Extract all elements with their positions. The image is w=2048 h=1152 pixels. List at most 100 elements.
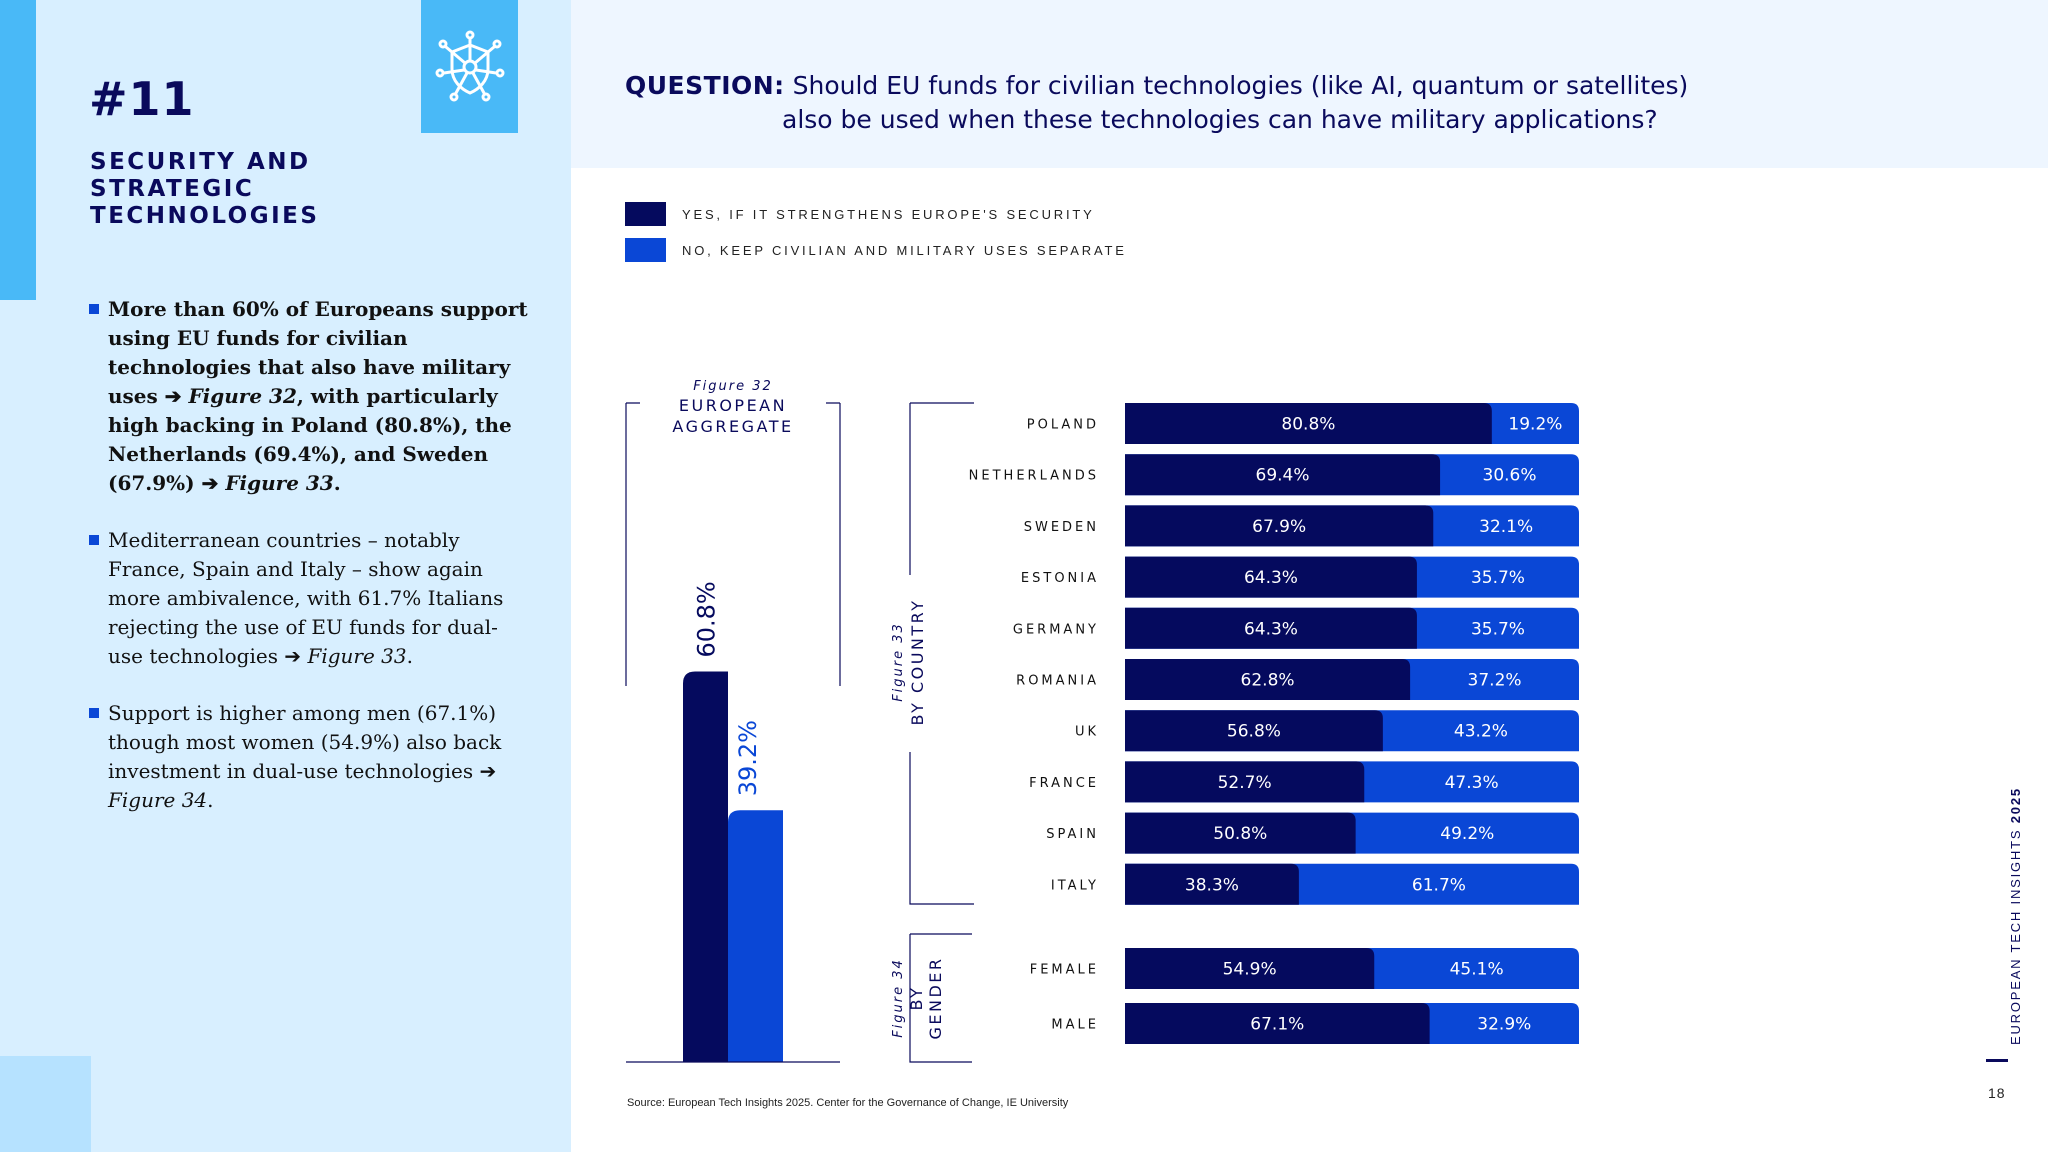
accent-strip [0,0,36,300]
section-icon-tile [421,0,518,133]
category-label: POLAND [1027,418,1099,433]
category-label: SPAIN [1046,827,1099,842]
country-bar-yes [1125,505,1434,547]
country-bar-yes [1125,403,1492,444]
category-label: FEMALE [1030,963,1099,978]
category-label: ITALY [1051,878,1099,893]
publication-footer: EUROPEAN TECH INSIGHTS 2025 [2008,787,2023,1045]
question-banner [571,0,2048,168]
figure-title: AGGREGATE [672,417,793,436]
gender-bar-yes [1125,1003,1430,1044]
publication-year: 2025 [2008,787,2023,824]
data-label-no: 30.6% [1483,466,1537,486]
data-label-no: 39.2% [734,720,762,796]
data-label-no: 32.1% [1479,517,1533,537]
data-label-no: 45.1% [1450,960,1504,980]
figure-label: Figure 32 [693,379,773,394]
data-label-yes: 60.8% [693,581,721,657]
figure-bracket [625,402,841,686]
figure-title: BY COUNTRY [908,598,927,725]
footer-divider [1986,1059,2008,1062]
bullet-text: Support is higher among men (67.1%) thou… [108,701,502,812]
section-title: SECURITY AND STRATEGIC TECHNOLOGIES [90,149,320,229]
category-label: ROMANIA [1016,674,1099,689]
data-label-no: 49.2% [1440,824,1494,844]
legend-item-yes: YES, IF IT STRENGTHENS EUROPE'S SECURITY [625,202,1095,226]
legend-item-no: NO, KEEP CIVILIAN AND MILITARY USES SEPA… [625,238,1127,262]
question-line-1: Should EU funds for civilian technologie… [792,71,1689,100]
data-label-yes: 67.1% [1250,1015,1304,1035]
survey-question: QUESTION: Should EU funds for civilian t… [625,69,1775,137]
data-label-yes: 67.9% [1252,517,1306,537]
data-label-yes: 64.3% [1244,619,1298,639]
figure-ref: Figure 33 [307,644,407,668]
question-line-2: also be used when these technologies can… [782,105,1658,134]
publication-name: EUROPEAN TECH INSIGHTS [2008,828,2023,1045]
gender-bar-yes [1125,948,1375,989]
category-label: ESTONIA [1021,571,1099,586]
list-item: More than 60% of Europeans support using… [89,295,529,498]
country-bar-yes [1125,710,1383,752]
bullet-square-icon [89,304,99,314]
shield-network-icon [435,30,504,101]
figure-bracket [909,402,974,905]
figure-title: GENDER [926,956,945,1039]
figure-title: EUROPEAN [679,396,787,415]
category-label: FRANCE [1029,776,1099,791]
country-bar-yes [1125,607,1417,649]
data-label-yes: 69.4% [1256,466,1310,486]
figure-ref: Figure 33 [225,471,334,495]
country-bar-yes [1125,812,1356,854]
bar-european-no [728,810,783,1062]
country-bar-yes [1125,659,1411,700]
data-label-no: 37.2% [1468,671,1522,691]
data-label-no: 35.7% [1471,568,1525,588]
data-label-no: 32.9% [1477,1015,1531,1035]
bullet-square-icon [89,708,99,718]
page-number: 18 [1988,1085,2006,1101]
bullet-text: Mediterranean countries – notably France… [108,528,504,668]
data-label-yes: 80.8% [1281,415,1335,435]
figure-label: Figure 34 [891,958,906,1038]
data-label-no: 61.7% [1412,875,1466,895]
data-label-yes: 56.8% [1227,722,1281,742]
data-label-no: 47.3% [1445,773,1499,793]
data-label-yes: 62.8% [1241,671,1295,691]
data-label-yes: 64.3% [1244,568,1298,588]
country-bar-yes [1125,761,1365,803]
data-label-yes: 52.7% [1218,773,1272,793]
list-item: Mediterranean countries – notably France… [89,526,529,671]
country-bar-yes [1125,454,1441,496]
country-bar-yes [1125,863,1299,905]
category-label: UK [1075,725,1099,740]
category-label: NETHERLANDS [969,469,1099,484]
key-findings-list: More than 60% of Europeans support using… [89,295,529,843]
source-note: Source: European Tech Insights 2025. Cen… [627,1097,1069,1109]
category-label: GERMANY [1013,622,1099,637]
figure-ref: Figure 34 [108,788,208,812]
section-number: #11 [89,72,195,126]
legend-label: NO, KEEP CIVILIAN AND MILITARY USES SEPA… [682,242,1127,258]
figure-bracket [909,933,972,1063]
country-bar-yes [1125,556,1417,598]
category-label: MALE [1051,1018,1099,1033]
legend-label: YES, IF IT STRENGTHENS EUROPE'S SECURITY [682,206,1095,222]
accent-block [0,1056,91,1152]
bullet-text: More than 60% of Europeans support using… [108,297,528,495]
bullet-square-icon [89,535,99,545]
figure-title: BY [907,986,926,1011]
legend-swatch-no [625,238,666,262]
data-label-no: 43.2% [1454,722,1508,742]
data-label-no: 35.7% [1471,619,1525,639]
bar-european-yes [683,671,728,1062]
legend-swatch-yes [625,202,666,226]
figure-label: Figure 33 [891,622,906,702]
data-label-no: 19.2% [1508,415,1562,435]
category-label: SWEDEN [1024,520,1099,535]
figure-ref: Figure 32 [188,384,297,408]
question-label: QUESTION: [625,71,785,100]
data-label-yes: 38.3% [1185,875,1239,895]
list-item: Support is higher among men (67.1%) thou… [89,699,529,815]
data-label-yes: 54.9% [1223,960,1277,980]
